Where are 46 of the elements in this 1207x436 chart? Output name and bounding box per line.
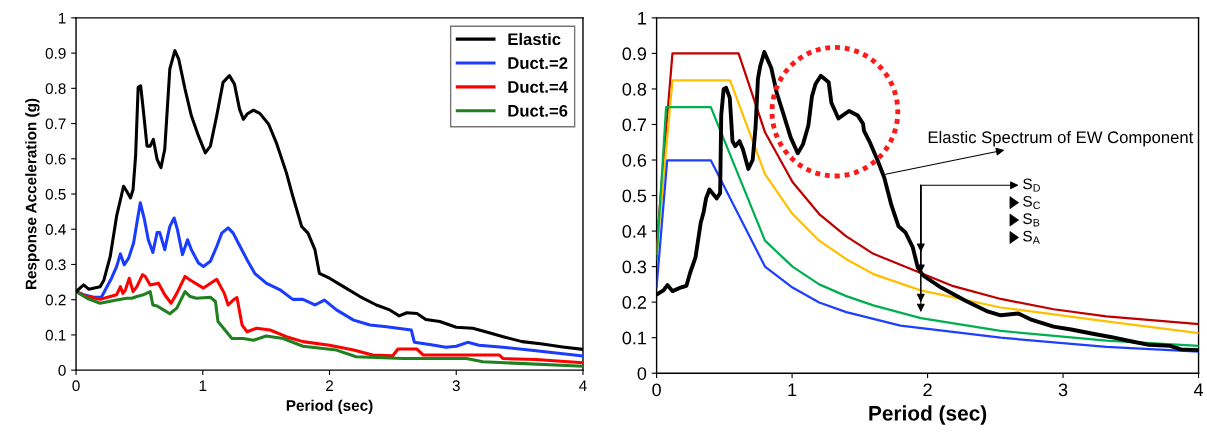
y-tick-label: 0.8	[45, 83, 66, 95]
y-tick-label: 0.2	[45, 294, 66, 306]
y-tick-label: 0.7	[622, 118, 646, 132]
x-tick-label: 2	[326, 380, 333, 391]
y-tick-label: 0	[637, 367, 647, 380]
line-series	[656, 159, 1199, 353]
line-series	[76, 273, 583, 365]
x-tick-label: 0	[72, 380, 80, 392]
y-tick-label: 0.9	[45, 47, 66, 59]
x-tick-label: 4	[579, 380, 587, 391]
x-axis-title: Period (sec)	[286, 399, 373, 414]
y-tick-label: 0.2	[622, 296, 646, 309]
y-tick-label: 0.1	[45, 329, 66, 341]
x-tick-label: 3	[1058, 383, 1068, 397]
y-tick-label: 0.9	[622, 47, 647, 61]
annotation: S$_{D}$	[1023, 178, 1040, 192]
y-tick-label: 0.1	[622, 331, 647, 345]
legend-label: Duct.=4	[508, 81, 568, 93]
annotation: S$_{C}$	[1023, 195, 1041, 210]
x-tick-label: 4	[1193, 383, 1204, 397]
y-axis-title: Response Acceleration (g)	[25, 98, 40, 290]
x-axis-title: Period (sec)	[869, 405, 987, 425]
annotation: S$_{B}$	[1023, 213, 1040, 227]
y-tick-label: 0.8	[622, 82, 647, 96]
y-tick-label: 0.5	[45, 188, 66, 200]
x-tick-label: 1	[788, 383, 797, 397]
x-tick-label: 0	[652, 383, 661, 397]
y-tick-label: 1	[638, 12, 647, 25]
legend-label: Elastic	[508, 32, 561, 46]
y-tick-label: 0.4	[622, 225, 647, 238]
annotation: S$_{A}$	[1023, 230, 1040, 244]
x-tick-label: 1	[199, 380, 207, 391]
x-tick-label: 2	[923, 383, 932, 397]
y-tick-label: 0.7	[45, 118, 66, 130]
annotation: Elastic Spectrum of EW Component	[928, 130, 1194, 147]
y-tick-label: 0	[58, 365, 66, 376]
y-tick-label: 0.6	[622, 153, 647, 167]
y-tick-label: 0.3	[622, 260, 647, 274]
x-tick-label: 3	[452, 380, 460, 392]
y-tick-label: 1	[58, 12, 66, 24]
y-tick-label: 0.4	[45, 224, 66, 235]
legend-label: Duct.=6	[508, 104, 568, 117]
y-tick-label: 0.6	[45, 153, 66, 165]
legend-label: Duct.=2	[508, 57, 568, 69]
y-tick-label: 0.3	[45, 259, 66, 271]
y-tick-label: 0.5	[622, 189, 647, 203]
